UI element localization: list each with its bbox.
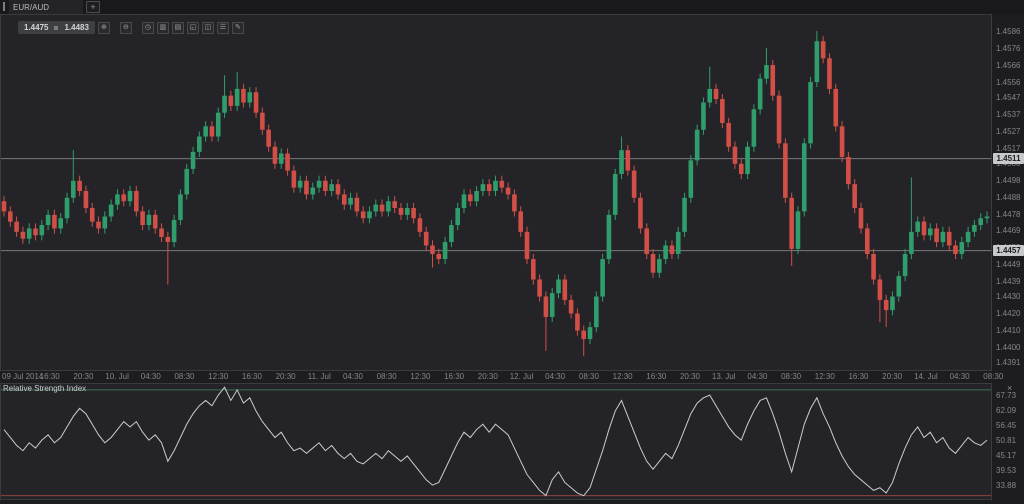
menu-button[interactable]: ☰ xyxy=(216,21,229,34)
price-axis-label: 1.4488 xyxy=(996,193,1021,203)
rsi-axis-label: 56.45 xyxy=(996,421,1017,431)
candles-layer xyxy=(1,31,990,357)
time-axis-label: 04:30 xyxy=(140,372,161,381)
price-axis-label: 1.4430 xyxy=(996,292,1021,302)
pencil-icon: ✎ xyxy=(235,23,241,31)
draw-button[interactable]: ✎ xyxy=(231,21,244,34)
time-axis-label: 12. Jul xyxy=(509,372,534,381)
expand-button[interactable]: ◱ xyxy=(186,21,199,34)
chart-type-button[interactable]: ▥ xyxy=(156,21,169,34)
time-axis-label: 20:30 xyxy=(73,372,94,381)
time-axis-label: 08:30 xyxy=(174,372,195,381)
price-axis-label: 1.4469 xyxy=(996,225,1021,235)
time-axis-label: 13. Jul xyxy=(711,372,736,381)
price-axis-label: 1.4420 xyxy=(996,309,1021,319)
price-axis-label: 1.4517 xyxy=(996,143,1021,153)
depth-icon xyxy=(54,25,59,30)
add-tab-button[interactable]: + xyxy=(86,1,100,13)
zoom-out-button[interactable]: ⊖ xyxy=(119,21,132,34)
rsi-axis-label: 67.73 xyxy=(996,391,1017,401)
price-axis-label: 1.4537 xyxy=(996,109,1021,119)
toolbar-buttons: ⊕ ⊖ ◷ ▥ ▤ ◱ ◫ ☰ ✎ xyxy=(95,21,244,34)
time-axis-label: 04:30 xyxy=(342,372,364,381)
price-axis-label: 1.4478 xyxy=(996,210,1021,220)
price-axis-label: 1.4498 xyxy=(996,176,1021,186)
templates-button[interactable]: ◫ xyxy=(201,21,214,34)
menu-icon: ☰ xyxy=(219,23,227,31)
price-axis-label: 1.4556 xyxy=(996,77,1021,87)
template-icon: ◫ xyxy=(204,23,212,31)
time-axis-label: 16:30 xyxy=(241,372,262,381)
rsi-plot-area xyxy=(0,383,992,500)
ask-price: 1.4483 xyxy=(64,23,89,32)
price-axis-label: 1.4547 xyxy=(996,92,1021,102)
rsi-axis-label: 33.88 xyxy=(996,480,1017,490)
time-axis-label: 08:30 xyxy=(376,372,397,381)
time-axis-label: 20:30 xyxy=(882,372,903,381)
time-axis-label: 16:30 xyxy=(848,372,869,381)
expand-icon: ◱ xyxy=(189,23,197,31)
price-axis-label: 1.4576 xyxy=(996,43,1021,53)
time-axis-label: 12:30 xyxy=(814,372,835,381)
tab-label: EUR/AUD xyxy=(13,2,50,12)
time-axis-label: 12:30 xyxy=(208,372,229,381)
price-axis-label: 1.4391 xyxy=(996,358,1021,368)
price-axis-label: 1.4410 xyxy=(996,326,1021,336)
tab-bar: EUR/AUD + xyxy=(0,0,1024,14)
time-axis-label: 10. Jul xyxy=(105,372,129,381)
rsi-axis-label: 50.81 xyxy=(996,436,1017,446)
zoom-in-button[interactable]: ⊕ xyxy=(97,21,110,34)
tab-euraud[interactable]: EUR/AUD xyxy=(9,0,83,14)
time-axis-label: 12:30 xyxy=(612,372,633,381)
price-marker-high[interactable]: 1.4511 xyxy=(993,153,1024,165)
zoom-out-icon: ⊖ xyxy=(123,23,129,31)
time-axis-label: 20:30 xyxy=(275,372,296,381)
time-axis-label: 14. Jul xyxy=(914,372,938,381)
rsi-axis-label: 62.09 xyxy=(996,406,1017,416)
quote-box[interactable]: 1.4475 1.4483 xyxy=(18,21,95,34)
time-axis-label: 08:30 xyxy=(578,372,599,381)
price-marker-low[interactable]: 1.4457 xyxy=(993,245,1024,257)
time-axis-label: 20:30 xyxy=(477,372,498,381)
price-axis-label: 1.4566 xyxy=(996,60,1021,70)
window-drag-handle xyxy=(3,2,5,11)
list-icon: ▤ xyxy=(174,23,182,31)
time-axis-label: 08:30 xyxy=(781,372,802,381)
time-axis-label: 08:30 xyxy=(983,372,1004,381)
price-axis-label: 1.4439 xyxy=(996,276,1021,286)
time-axis-label: 09 Jul 2014 xyxy=(2,372,44,381)
time-axis-label: 04:30 xyxy=(545,372,566,381)
rsi-axis-label: 39.53 xyxy=(996,465,1017,475)
bid-price: 1.4475 xyxy=(24,23,49,32)
timeframe-button[interactable]: ◷ xyxy=(141,21,154,34)
time-axis-label: 16:30 xyxy=(646,372,667,381)
bars-icon: ▥ xyxy=(159,23,167,31)
rsi-panel-title: Relative Strength Index xyxy=(3,384,87,393)
time-axis-label: 16:30 xyxy=(39,372,60,381)
price-axis-label: 1.4527 xyxy=(996,126,1021,136)
indicators-button[interactable]: ▤ xyxy=(171,21,184,34)
time-axis-label: 11. Jul xyxy=(307,372,331,381)
time-axis-label: 04:30 xyxy=(747,372,768,381)
time-axis-label: 04:30 xyxy=(949,372,970,381)
clock-icon: ◷ xyxy=(144,23,151,31)
price-axis-label: 1.4586 xyxy=(996,26,1021,36)
close-icon[interactable]: × xyxy=(1007,383,1013,393)
rsi-axis-label: 45.17 xyxy=(996,451,1017,461)
rsi-line xyxy=(3,386,988,497)
zoom-in-icon: ⊕ xyxy=(101,23,107,31)
time-axis-label: 12:30 xyxy=(410,372,431,381)
time-axis-label: 20:30 xyxy=(679,372,701,381)
time-axis-label: 16:30 xyxy=(444,372,465,381)
price-axis-label: 1.4400 xyxy=(996,343,1021,353)
price-axis-label: 1.4449 xyxy=(996,259,1021,269)
chart-toolbar: 1.4475 1.4483 ⊕ ⊖ ◷ ▥ ▤ ◱ ◫ ☰ ✎ xyxy=(18,21,244,34)
